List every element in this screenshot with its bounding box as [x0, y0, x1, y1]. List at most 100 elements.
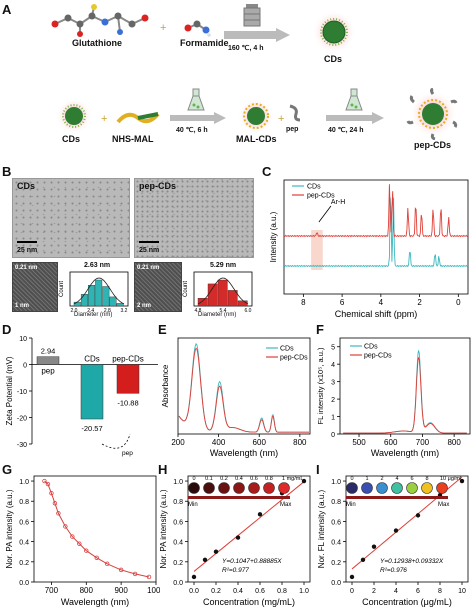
- conc-ytick-label: 0.0: [331, 580, 341, 587]
- abs-tick-label: 200: [171, 438, 185, 447]
- fl-xlabel: Wavelength (nm): [371, 448, 439, 458]
- pa-point: [49, 490, 54, 496]
- hist-bar: [217, 279, 228, 307]
- conc-point: [213, 549, 219, 554]
- hist-bar: [80, 294, 88, 307]
- pa-point: [94, 555, 99, 560]
- zeta-tick-label: -20: [17, 416, 27, 423]
- cds-label-a: CDs: [324, 54, 343, 64]
- pa-point: [104, 561, 110, 567]
- pep-label-a: pep: [286, 126, 299, 133]
- conc-well: [421, 482, 433, 494]
- fl-ytick-label: 5: [331, 345, 335, 352]
- zeta-category-label: pep: [41, 367, 55, 376]
- pa-xtick-label: 700: [45, 586, 59, 595]
- glutathione-molecule-icon: [51, 4, 149, 37]
- abs-frame: [177, 337, 311, 435]
- conc-well: [361, 482, 373, 494]
- hist-tick-label: 2.4: [87, 308, 94, 314]
- pa-point: [118, 567, 124, 573]
- cds-label-row2: CDs: [62, 134, 81, 144]
- conc-point: [301, 478, 307, 484]
- hist-fit-curve: [197, 277, 249, 305]
- pa-point: [146, 574, 152, 580]
- conc-well: [188, 482, 200, 494]
- pa-point: [45, 481, 51, 487]
- hist-cds-mean: 2.63 nm: [84, 262, 111, 269]
- conc-ylabel: Nor. PA intensity (a.u.): [159, 489, 168, 568]
- conc-well: [436, 482, 448, 494]
- pa-ytick-label: 0.8: [19, 499, 29, 506]
- conc-xlabel: Concentration (mg/mL): [203, 597, 295, 607]
- nmr-frame: [283, 179, 469, 295]
- nmr-xlabel: Chemical shift (ppm): [335, 309, 418, 319]
- pa-point: [42, 478, 47, 484]
- zeta-ylabel: Zeta Potential (mV): [5, 356, 14, 425]
- conc-ytick-label: 0.6: [173, 519, 183, 526]
- panel-e-label: E: [158, 322, 167, 337]
- zeta-value-label: -10.88: [117, 398, 138, 407]
- conc-xtick-label: 2: [372, 588, 376, 595]
- conc-xtick-label: 0.2: [211, 588, 221, 595]
- conc-well: [391, 482, 403, 494]
- pa-ytick-label: 0.0: [19, 580, 29, 587]
- fl-frame: [339, 337, 471, 435]
- hist-pep-cds-xlabel: Diameter (nm): [198, 312, 237, 318]
- pa-point: [77, 541, 82, 546]
- zeta-arrow-label: pep: [122, 450, 133, 457]
- mal-cds-dot-icon: [238, 98, 274, 134]
- conc-point: [202, 557, 208, 562]
- scale-text-25-right: 25 nm: [139, 247, 160, 254]
- hist-ylabel: Count: [59, 281, 65, 297]
- conc-well-label: 0.2: [220, 476, 228, 482]
- conc-well: [263, 482, 275, 494]
- lattice-pep-cds: 0.21 nm: [137, 265, 160, 271]
- abs-legend-cds: CDs: [280, 346, 294, 353]
- pa-point: [52, 501, 58, 506]
- conc-well-label: 0.4: [235, 476, 243, 482]
- conc-point: [235, 535, 241, 540]
- zeta-bar: [116, 364, 140, 394]
- conc-xtick-label: 4: [394, 588, 398, 595]
- reaction-arrow-2: [170, 112, 226, 124]
- panel-d-label: D: [2, 322, 12, 337]
- conc-xtick-label: 8: [438, 588, 442, 595]
- zeta-category-label: CDs: [84, 355, 100, 364]
- absorbance-chart: CDs pep-CDs 200 400 600 800 Wavelength (nm) Abs…: [161, 337, 311, 458]
- hist-fit-curve: [73, 277, 125, 305]
- conc-well-label: 8: [425, 476, 428, 482]
- zeta-value-label: -20.57: [81, 424, 102, 433]
- lattice-cds: 0.21 nm: [15, 265, 38, 271]
- plus-icon-2: +: [101, 113, 108, 125]
- pep-cds-label-a: pep-CDs: [414, 140, 452, 150]
- conc-well: [346, 482, 358, 494]
- nmr-tick-label: 2: [417, 298, 422, 307]
- zeta-category-label: pep-CDs: [112, 355, 144, 364]
- pa-concentration-chart: 0 0.1 0.2 0.4 0.6 0.8 1 mg/mL Min Max Y=0.1047+0.…: [159, 475, 311, 607]
- conc-frame: [187, 475, 311, 583]
- pa-ytick-label: 0.2: [19, 560, 29, 567]
- scalebar-25-right: [139, 241, 159, 243]
- conc-xlabel: Concentration (μg/mL): [362, 597, 452, 607]
- conc-well-label: 0: [350, 476, 353, 482]
- conc-point: [371, 544, 377, 549]
- conc-point: [360, 557, 366, 562]
- conc-well: [248, 482, 260, 494]
- pa-spectrum-chart: 0.0 0.2 0.4 0.6 0.8 1.0 700 800 900 1000 Wavelengt…: [5, 475, 160, 607]
- zeta-bar: [36, 356, 60, 365]
- plus-icon-3: +: [278, 113, 285, 125]
- pa-point: [70, 534, 75, 539]
- panel-b-label: B: [2, 164, 12, 179]
- nmr-tick-label: 4: [379, 298, 384, 307]
- mal-cds-label: MAL-CDs: [236, 134, 277, 144]
- pa-xtick-label: 800: [80, 586, 94, 595]
- cds-dot-icon: [312, 10, 356, 54]
- conc-xtick-label: 0.6: [255, 588, 265, 595]
- conc-ytick-label: 0.8: [173, 499, 183, 506]
- hist-bar: [73, 301, 81, 307]
- conc-well-label: 10 μg/mL: [440, 476, 463, 482]
- conc-ytick-label: 0.4: [331, 540, 341, 547]
- panel-a-label: A: [2, 2, 12, 17]
- conc-well: [278, 482, 290, 494]
- pa-ytick-label: 1.0: [19, 479, 29, 486]
